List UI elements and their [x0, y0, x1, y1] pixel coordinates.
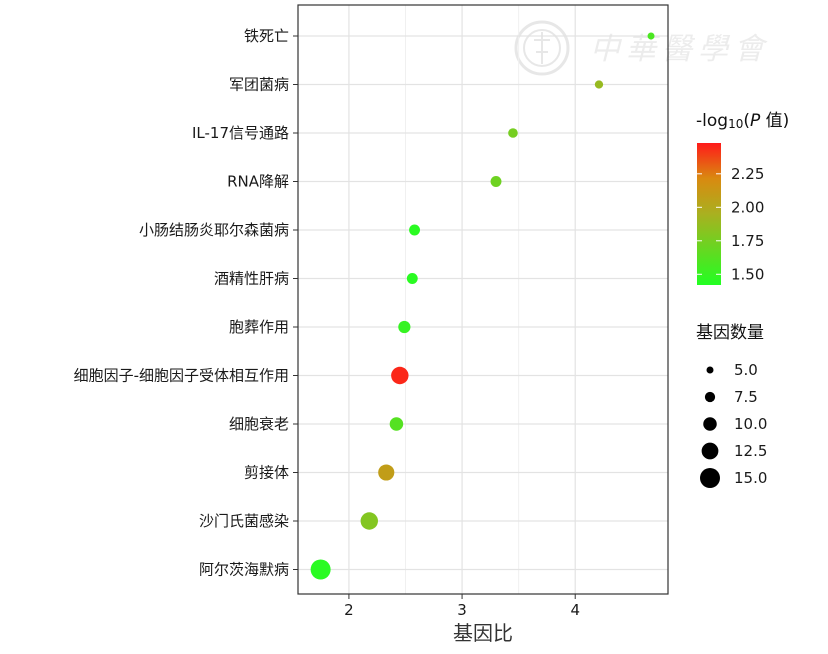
y-tick-label: 酒精性肝病 — [214, 270, 289, 288]
data-point — [406, 273, 418, 284]
color-bar — [697, 143, 721, 285]
size-legend-dot — [703, 417, 717, 431]
watermark: 中華醫學會 — [512, 18, 802, 78]
y-tick-label: 细胞因子-细胞因子受体相互作用 — [74, 367, 289, 385]
color-tick-label: 1.50 — [731, 265, 764, 283]
data-point — [398, 320, 411, 334]
y-tick-label: 军团菌病 — [229, 76, 289, 94]
data-point — [490, 176, 502, 187]
size-legend-label: 12.5 — [734, 442, 767, 460]
data-point — [310, 559, 331, 580]
size-legend-label: 15.0 — [734, 469, 767, 487]
y-tick-label: 铁死亡 — [244, 27, 289, 45]
y-tick-label: 细胞衰老 — [229, 415, 289, 433]
size-legend-dot — [700, 468, 720, 488]
y-tick-label: RNA降解 — [227, 173, 289, 191]
emblem-icon — [514, 20, 570, 76]
color-legend-title: -log10(P 值) — [696, 111, 789, 131]
data-point — [647, 32, 655, 40]
size-legend-label: 10.0 — [734, 415, 767, 433]
size-legend-dot — [706, 366, 714, 374]
size-legend-dot — [704, 391, 716, 403]
y-tick-label: 小肠结肠炎耶尔森菌病 — [139, 221, 289, 239]
data-point — [389, 417, 404, 431]
size-legend-label: 5.0 — [734, 361, 758, 379]
data-point — [508, 128, 518, 138]
size-legend: 基因数量 5.0 7.5 10.0 12.5 15.0 — [696, 323, 767, 488]
y-tick-label: 剪接体 — [244, 464, 289, 482]
watermark-text: 中華醫學會 — [590, 32, 770, 67]
color-legend: -log10(P 值) 1.50 1.75 2.00 2.25 — [696, 111, 789, 285]
data-point — [378, 464, 395, 481]
color-tick-label: 2.25 — [731, 165, 764, 183]
x-axis-title: 基因比 — [453, 621, 513, 645]
y-tick-label: IL-17信号通路 — [192, 124, 289, 142]
data-point — [409, 224, 420, 236]
size-legend-label: 7.5 — [734, 388, 758, 406]
y-tick-label: 胞葬作用 — [229, 318, 289, 336]
data-point — [360, 512, 378, 530]
x-tick-label: 2 — [344, 601, 354, 619]
y-tick-label: 阿尔茨海默病 — [199, 561, 289, 579]
data-point — [594, 80, 604, 89]
x-tick-label: 3 — [457, 601, 467, 619]
color-tick-label: 2.00 — [731, 198, 764, 216]
plot-panel — [297, 4, 669, 595]
size-legend-dot — [701, 442, 719, 460]
y-tick-label: 沙门氏菌感染 — [199, 512, 289, 530]
color-tick-label: 1.75 — [731, 232, 764, 250]
size-legend-title: 基因数量 — [696, 323, 764, 343]
x-tick-label: 4 — [570, 601, 580, 619]
data-point — [391, 366, 409, 385]
